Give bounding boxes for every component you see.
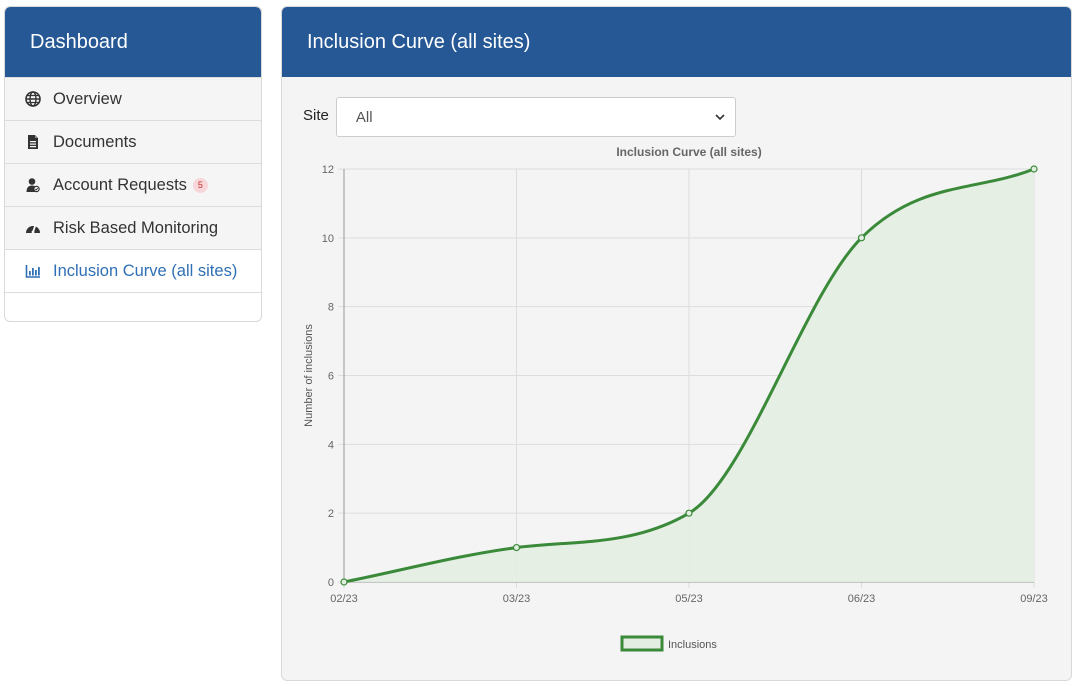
data-point xyxy=(857,234,866,242)
x-tick-label: 03/23 xyxy=(503,593,531,605)
user-request-icon xyxy=(24,176,42,194)
y-tick-label: 2 xyxy=(328,508,334,520)
inclusions-area xyxy=(344,169,1034,582)
y-tick-label: 12 xyxy=(322,164,334,176)
x-tick-label: 06/23 xyxy=(848,593,876,605)
inclusions-line xyxy=(343,167,1035,584)
sidebar-item-account-requests[interactable]: Account Requests 5 xyxy=(5,163,261,206)
y-axis-label: Number of inclusions xyxy=(303,324,315,427)
sidebar-item-inclusion-curve[interactable]: Inclusion Curve (all sites) xyxy=(5,249,261,292)
sidebar-item-label: Inclusion Curve (all sites) xyxy=(53,261,238,280)
y-tick-label: 8 xyxy=(328,302,334,314)
sidebar-item-label: Documents xyxy=(53,132,137,151)
legend-swatch xyxy=(620,635,664,652)
y-tick-label: 0 xyxy=(328,577,334,589)
sidebar-item-overview[interactable]: Overview xyxy=(5,77,261,120)
bar-chart-icon xyxy=(24,262,42,280)
site-select[interactable]: All xyxy=(335,97,736,137)
site-select-value: All xyxy=(355,108,373,126)
sidebar-item-risk-based-monitoring[interactable]: Risk Based Monitoring xyxy=(5,206,261,249)
gauge-icon xyxy=(24,219,42,237)
sidebar-divider xyxy=(5,292,261,293)
y-tick-label: 6 xyxy=(328,371,334,383)
data-point xyxy=(685,509,693,517)
site-filter: Site All xyxy=(303,97,736,137)
data-point xyxy=(1030,165,1038,173)
sidebar: Dashboard Overview Documents Account Req… xyxy=(4,6,262,322)
sidebar-item-label: Overview xyxy=(53,89,122,108)
sidebar-item-documents[interactable]: Documents xyxy=(5,120,261,163)
site-label: Site xyxy=(303,106,329,124)
legend-label: Inclusions xyxy=(668,639,717,651)
account-requests-badge: 5 xyxy=(192,177,208,193)
globe-icon xyxy=(24,90,42,108)
panel-title: Inclusion Curve (all sites) xyxy=(282,7,1071,77)
sidebar-title: Dashboard xyxy=(5,7,261,77)
inclusion-chart: Inclusion Curve (all sites) 0 2 4 6 8 10 12 02/2… xyxy=(303,145,1048,652)
chart-title: Inclusion Curve (all sites) xyxy=(616,145,761,159)
data-point xyxy=(340,578,348,586)
x-tick-label: 05/23 xyxy=(675,593,703,605)
x-tick-label: 09/23 xyxy=(1020,593,1048,605)
file-icon xyxy=(24,133,42,151)
y-tick-label: 4 xyxy=(328,439,334,451)
chevron-down-icon xyxy=(715,114,725,121)
sidebar-item-label: Account Requests xyxy=(53,175,187,194)
y-tick-label: 10 xyxy=(322,233,334,245)
sidebar-item-label: Risk Based Monitoring xyxy=(53,218,219,237)
x-tick-label: 02/23 xyxy=(330,593,358,605)
data-point xyxy=(512,543,521,552)
inclusion-curve-panel: Inclusion Curve (all sites) Site All Inc… xyxy=(281,6,1072,681)
